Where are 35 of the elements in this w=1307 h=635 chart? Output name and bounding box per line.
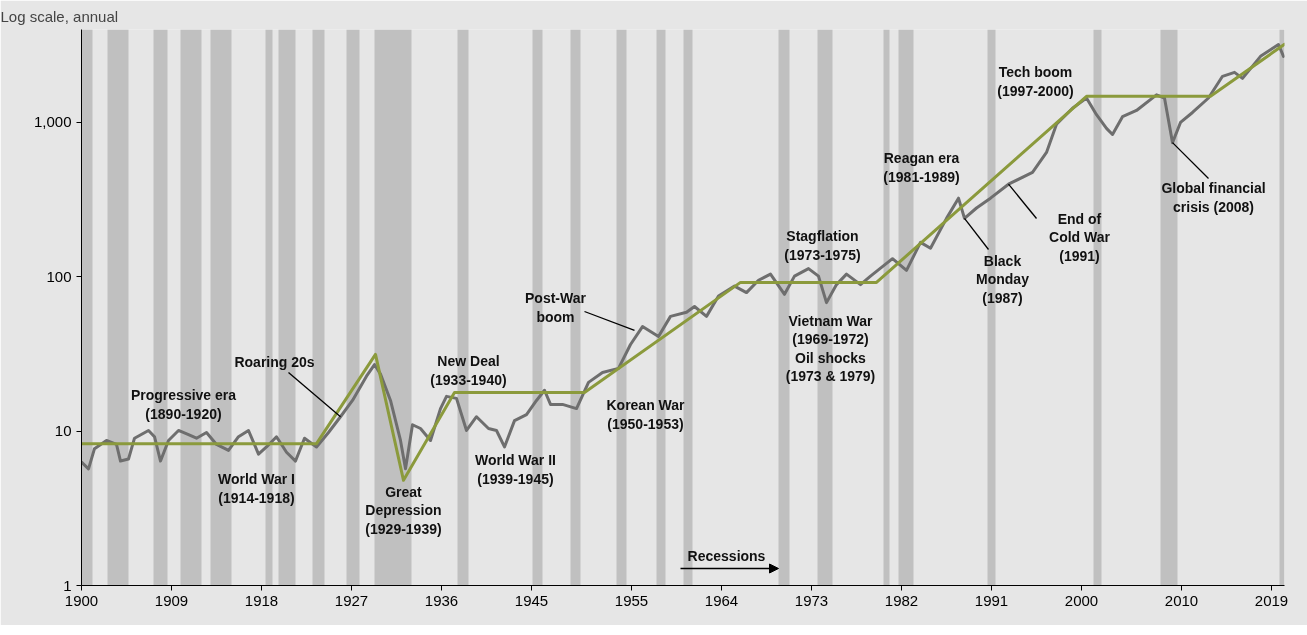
annotation: Tech boom (1997-2000) xyxy=(997,64,1074,99)
annotation: Great Depression (1929-1939) xyxy=(365,484,442,537)
annotation: Stagflation (1973-1975) xyxy=(784,228,861,263)
y-tick-label: 10 xyxy=(54,422,72,440)
annotation: Post-War boom xyxy=(525,290,587,325)
x-tick-label: 1973 xyxy=(794,591,829,609)
x-tick-label: 2000 xyxy=(1064,591,1099,609)
y-axis-title: Log scale, annual xyxy=(0,7,119,25)
x-tick-label: 1927 xyxy=(334,591,369,609)
x-tick-label: 1964 xyxy=(704,591,739,609)
annotation: New Deal (1933-1940) xyxy=(430,353,507,388)
annotation: Progressive era (1890-1920) xyxy=(130,387,237,422)
x-tick-label: 2010 xyxy=(1164,591,1199,609)
x-tick-label: 1945 xyxy=(514,591,549,609)
annotation: Black Monday (1987) xyxy=(976,253,1030,306)
annotation: End of Cold War (1991) xyxy=(1049,211,1111,264)
annotation: Vietnam War (1969-1972) Oil shocks (1973 & 1979) xyxy=(785,312,876,385)
y-tick-label: 1,000 xyxy=(33,113,72,131)
annotation: Korean War (1950-1953) xyxy=(606,397,686,432)
y-tick-label: 100 xyxy=(46,267,72,285)
annotation: Reagan era (1981-1989) xyxy=(883,150,960,185)
x-tick-label: 2019 xyxy=(1254,591,1289,609)
x-tick-label: 1991 xyxy=(974,591,1009,609)
annotation: Global financial crisis (2008) xyxy=(1161,180,1266,215)
annotation: World War II (1939-1945) xyxy=(475,452,556,487)
annotation: World War I (1914-1918) xyxy=(218,471,295,506)
x-tick-label: 1900 xyxy=(64,591,99,609)
x-tick-label: 1955 xyxy=(614,591,649,609)
y-tick-label: 1 xyxy=(63,576,72,594)
x-tick-label: 1909 xyxy=(154,591,189,609)
annotation: Roaring 20s xyxy=(234,353,315,370)
x-tick-label: 1918 xyxy=(244,591,279,609)
x-tick-label: 1982 xyxy=(884,591,919,609)
x-tick-label: 1936 xyxy=(424,591,459,609)
annotation: Recessions xyxy=(687,547,766,564)
